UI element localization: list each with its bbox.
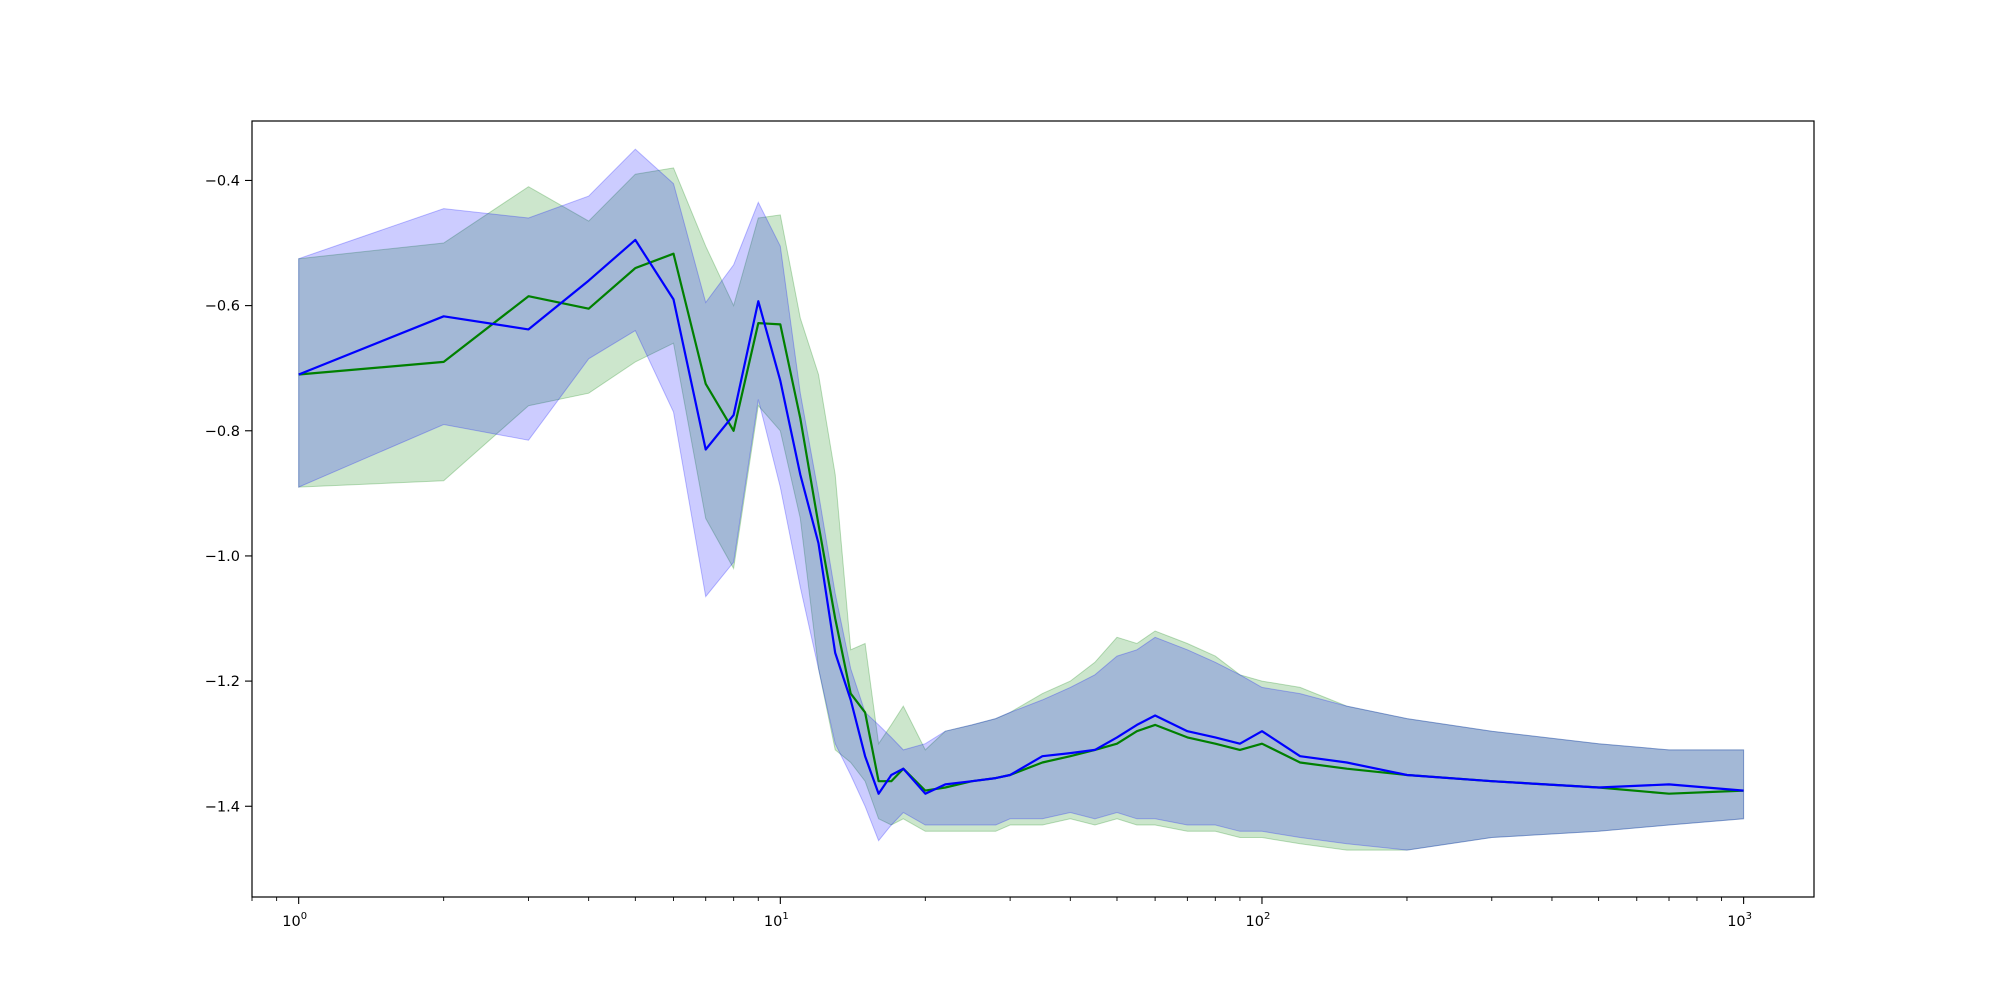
x-axis: 100 101 102 103 [251,897,1752,930]
plot-frame [251,120,1815,898]
x-tick-label: 100 [282,911,307,930]
y-tick-label: −1.2 [205,674,240,690]
line-series-1 [298,252,1744,795]
x-tick-label: 103 [1727,911,1752,930]
band-series-2 [298,148,1745,851]
series-lines [298,238,1744,795]
line-series-2 [298,238,1744,795]
band-series-1 [298,167,1745,851]
y-axis: −0.4 −0.6 −0.8 −1.0 −1.2 −1.4 [205,173,252,815]
confidence-bands [298,148,1745,851]
x-tick-label: 101 [764,911,789,930]
x-tick-label: 102 [1246,911,1271,930]
y-tick-label: −1.4 [205,799,240,815]
y-tick-label: −0.8 [205,424,240,440]
y-tick-label: −0.6 [205,299,240,315]
y-tick-label: −1.0 [205,549,240,565]
y-tick-label: −0.4 [205,173,240,189]
